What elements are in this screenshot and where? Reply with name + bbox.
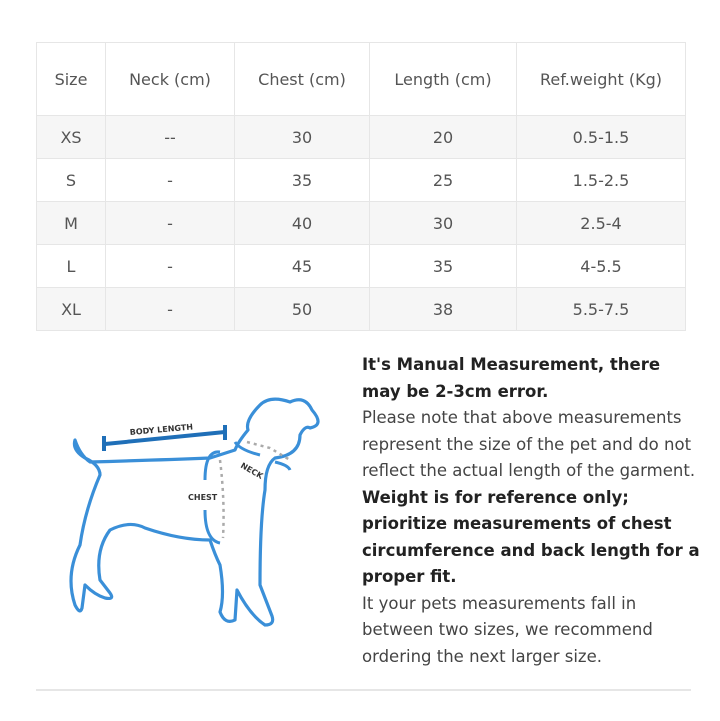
note-between-sizes: It your pets measurements fall in betwee… [362, 593, 653, 666]
table-header-row: Size Neck (cm) Chest (cm) Length (cm) Re… [36, 42, 686, 116]
dog-measurement-diagram: BODY LENGTH NECK CHEST [69, 397, 320, 627]
table-cell: S [36, 158, 106, 202]
header-chest: Chest (cm) [234, 42, 370, 116]
table-cell: 38 [369, 287, 517, 331]
chest-arrows [203, 450, 221, 545]
table-cell: 20 [369, 115, 517, 159]
header-size: Size [36, 42, 106, 116]
dog-outline [69, 397, 320, 627]
table-cell: 30 [369, 201, 517, 245]
table-cell: M [36, 201, 106, 245]
label-chest: CHEST [188, 493, 218, 502]
table-cell: XS [36, 115, 106, 159]
table-row: XL -50 38 5.5-7.5 [36, 287, 686, 331]
table-row: XS -- 30 20 0.5-1.5 [36, 115, 686, 159]
size-chart-table: Size Neck (cm) Chest (cm) Length (cm) Re… [36, 42, 686, 331]
table-cell: XL [36, 287, 106, 331]
note-garment: Please note that above measurements repr… [362, 408, 696, 480]
neck-arrows [233, 441, 292, 471]
table-cell: - [105, 244, 235, 288]
table-cell: L [36, 244, 106, 288]
table-cell: 50 [234, 287, 370, 331]
table-cell: 25 [369, 158, 517, 202]
label-neck: NECK [239, 461, 265, 481]
measure-dotted-lines [218, 440, 291, 539]
table-cell: 1.5-2.5 [516, 158, 686, 202]
table-cell: - [105, 287, 235, 331]
table-cell: 5.5-7.5 [516, 287, 686, 331]
table-row: S -35 25 1.5-2.5 [36, 158, 686, 202]
table-cell: 2.5-4 [516, 201, 686, 245]
header-neck: Neck (cm) [105, 42, 235, 116]
note-weight: Weight is for reference only; prioritize… [362, 487, 700, 587]
table-cell: -- [105, 115, 235, 159]
table-cell: - [105, 158, 235, 202]
divider [36, 689, 691, 691]
table-cell: 0.5-1.5 [516, 115, 686, 159]
note-error-margin: It's Manual Measurement, there may be 2-… [362, 355, 661, 401]
table-cell: 45 [234, 244, 370, 288]
measurement-notes: It's Manual Measurement, there may be 2-… [362, 352, 702, 670]
header-weight: Ref.weight (Kg) [516, 42, 686, 116]
table-row: L -45 35 4-5.5 [36, 244, 686, 288]
table-cell: 40 [234, 201, 370, 245]
table-row: M -40 30 2.5-4 [36, 201, 686, 245]
body-length-marker [102, 425, 227, 451]
table-cell: 35 [234, 158, 370, 202]
header-length: Length (cm) [369, 42, 517, 116]
table-cell: - [105, 201, 235, 245]
table-cell: 4-5.5 [516, 244, 686, 288]
table-cell: 35 [369, 244, 517, 288]
table-cell: 30 [234, 115, 370, 159]
